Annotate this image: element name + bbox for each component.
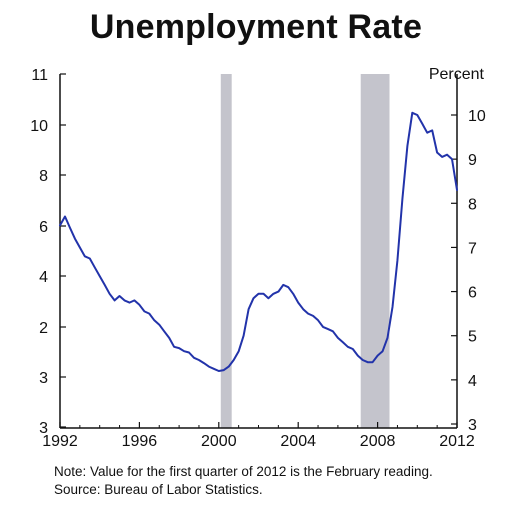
right-tick-label: 8: [468, 196, 477, 213]
x-tick-label: 2008: [360, 433, 396, 450]
right-tick-label: 4: [468, 373, 477, 390]
footnote: Note: Value for the first quarter of 201…: [54, 463, 433, 499]
x-tick-label: 1992: [42, 433, 78, 450]
x-tick-label: 2012: [439, 433, 475, 450]
left-tick-label: 4: [39, 269, 48, 286]
right-tick-label: 9: [468, 152, 477, 169]
x-tick-label: 1996: [122, 433, 158, 450]
right-tick-label: 7: [468, 240, 477, 257]
x-tick-label: 2004: [280, 433, 316, 450]
left-tick-label: 3: [39, 370, 48, 387]
right-tick-label: 3: [468, 417, 477, 434]
right-axis-unit-label: Percent: [429, 66, 485, 83]
unemployment-rate-line: [59, 111, 458, 372]
left-tick-label: 6: [39, 219, 48, 236]
note-text: Note: Value for the first quarter of 201…: [54, 464, 433, 479]
chart-title: Unemployment Rate: [89, 8, 423, 46]
right-tick-label: 5: [468, 329, 477, 346]
x-tick-label: 2000: [201, 433, 237, 450]
tick-labels: 1992 1996 2000 2004 2008 20123324681011345678…: [30, 67, 486, 450]
left-tick-label: 3: [39, 420, 48, 437]
recession-bands: [220, 74, 390, 428]
right-tick-label: 6: [468, 285, 477, 302]
left-tick-label: 8: [39, 168, 48, 185]
left-tick-label: 2: [39, 320, 48, 337]
left-tick-label: 10: [30, 118, 48, 135]
axes: [59, 73, 458, 429]
left-tick-label: 11: [31, 67, 48, 84]
recession-band-2: [360, 74, 390, 428]
right-tick-label: 10: [468, 108, 486, 125]
source-text: Source: Bureau of Labor Statistics.: [54, 482, 263, 497]
recession-band-1: [220, 74, 232, 428]
